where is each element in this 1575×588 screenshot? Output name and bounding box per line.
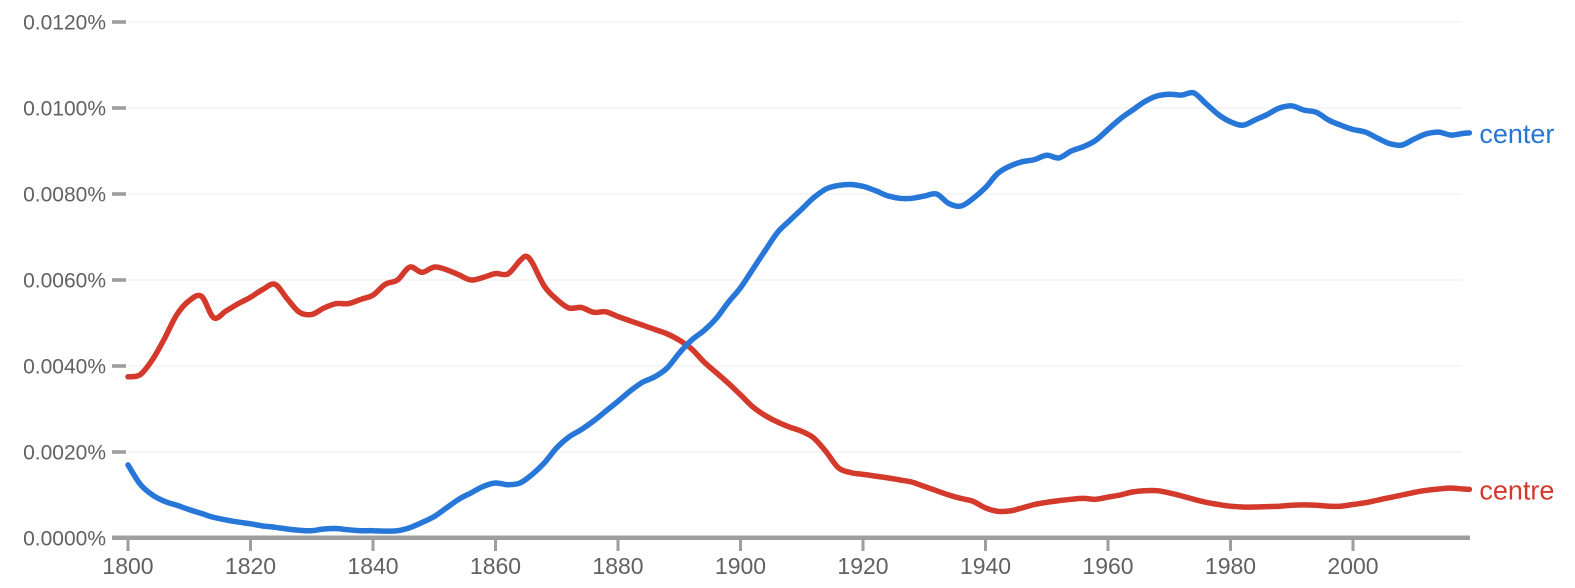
x-tick-label: 1940 [960,553,1011,579]
x-tick-label: 1840 [347,553,398,579]
x-axis-tick [1351,538,1355,551]
series-line-center[interactable] [125,89,1473,534]
y-grid-line [128,451,1462,453]
y-grid-line [128,21,1462,23]
y-tick-label: 0.0040% [23,356,106,379]
x-axis-tick [371,538,375,551]
y-axis-tick [112,20,126,24]
x-tick-label: 1860 [470,553,521,579]
series-label-centre[interactable]: centre [1479,475,1554,505]
y-tick-label: 0.0060% [23,270,106,293]
x-tick-label: 1880 [592,553,643,579]
y-axis-tick [112,106,126,110]
x-tick-label: 1820 [225,553,276,579]
y-axis-tick [112,450,126,454]
x-axis-tick [126,538,130,551]
y-grid-line [128,279,1462,281]
x-tick-label: 1980 [1205,553,1256,579]
x-tick-label: 1920 [837,553,888,579]
y-axis-tick [112,192,126,196]
x-axis-tick [1106,538,1110,551]
y-tick-label: 0.0120% [23,12,106,35]
y-axis-tick [112,278,126,282]
x-tick-label: 1900 [715,553,766,579]
series-label-center[interactable]: center [1479,119,1554,149]
y-tick-label: 0.0080% [23,184,106,207]
y-grid-line [128,107,1462,109]
x-tick-label: 1960 [1082,553,1133,579]
x-axis-tick [861,538,865,551]
x-axis-tick [494,538,497,551]
x-axis-tick [984,538,987,551]
y-grid-line [128,365,1462,367]
y-tick-label: 0.0020% [23,442,106,465]
x-axis-tick [616,538,620,551]
x-tick-label: 1800 [102,553,153,579]
x-axis-tick [1229,538,1232,551]
y-tick-label: 0.0000% [23,528,106,551]
x-tick-label: 2000 [1327,553,1378,579]
y-axis-tick [112,364,126,368]
x-axis-tick [739,538,742,551]
x-axis-tick [249,538,252,551]
series-line-centre[interactable] [125,253,1473,515]
y-grid-line [128,193,1462,195]
x-axis-baseline [112,535,1470,540]
y-tick-label: 0.0100% [23,98,106,121]
